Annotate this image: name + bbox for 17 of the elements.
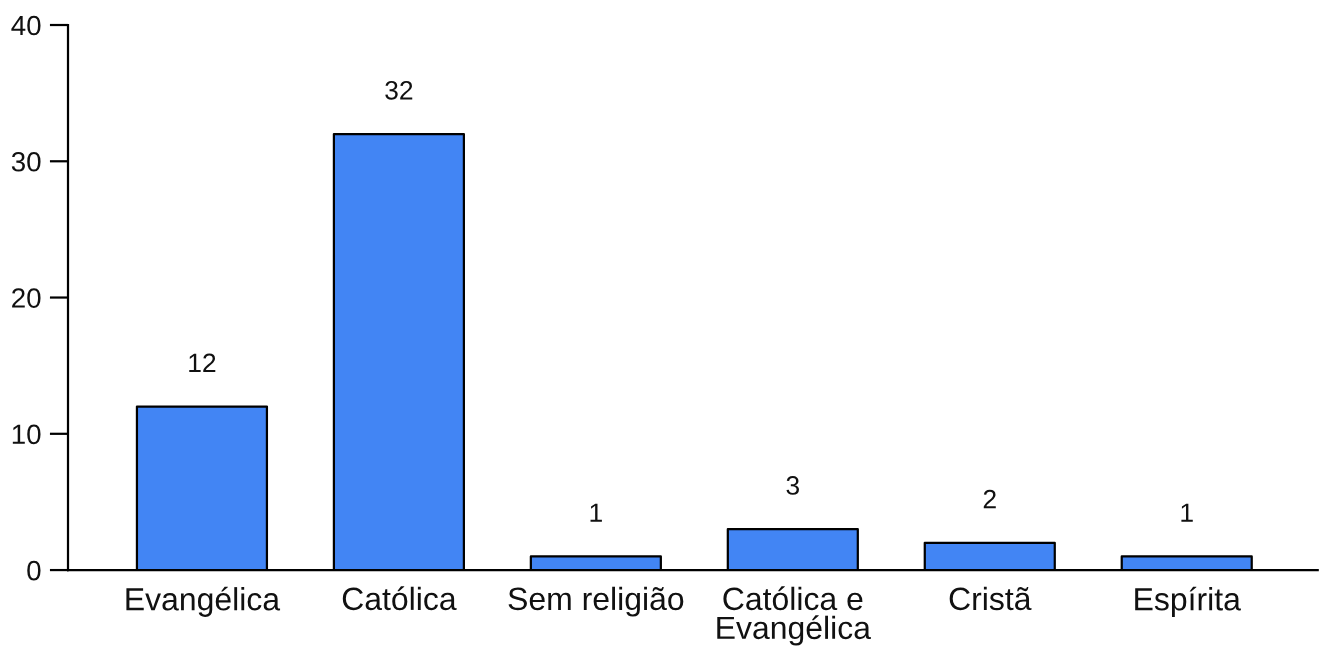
data-label: 2: [983, 489, 996, 509]
data-label: 1: [590, 503, 602, 522]
x-tick-label: Católica e Evangélica: [717, 586, 871, 646]
x-tick-label: Cristã: [949, 586, 1032, 611]
x-tick-label: Evangélica: [126, 586, 281, 617]
data-label: 1: [1181, 503, 1193, 522]
x-tick-label: Espírita: [1135, 586, 1241, 617]
y-tick-label: 40: [11, 15, 41, 36]
x-tick-label: Católica: [342, 586, 457, 611]
y-tick-label: 20: [12, 288, 41, 308]
data-label: 3: [786, 476, 799, 495]
data-label: 12: [189, 353, 216, 372]
y-tick-label: 30: [11, 151, 41, 172]
y-tick-label: 10: [12, 424, 41, 445]
y-tick-label: 0: [27, 560, 41, 581]
x-tick-label: Sem religião: [508, 586, 684, 617]
data-label: 32: [385, 80, 413, 100]
